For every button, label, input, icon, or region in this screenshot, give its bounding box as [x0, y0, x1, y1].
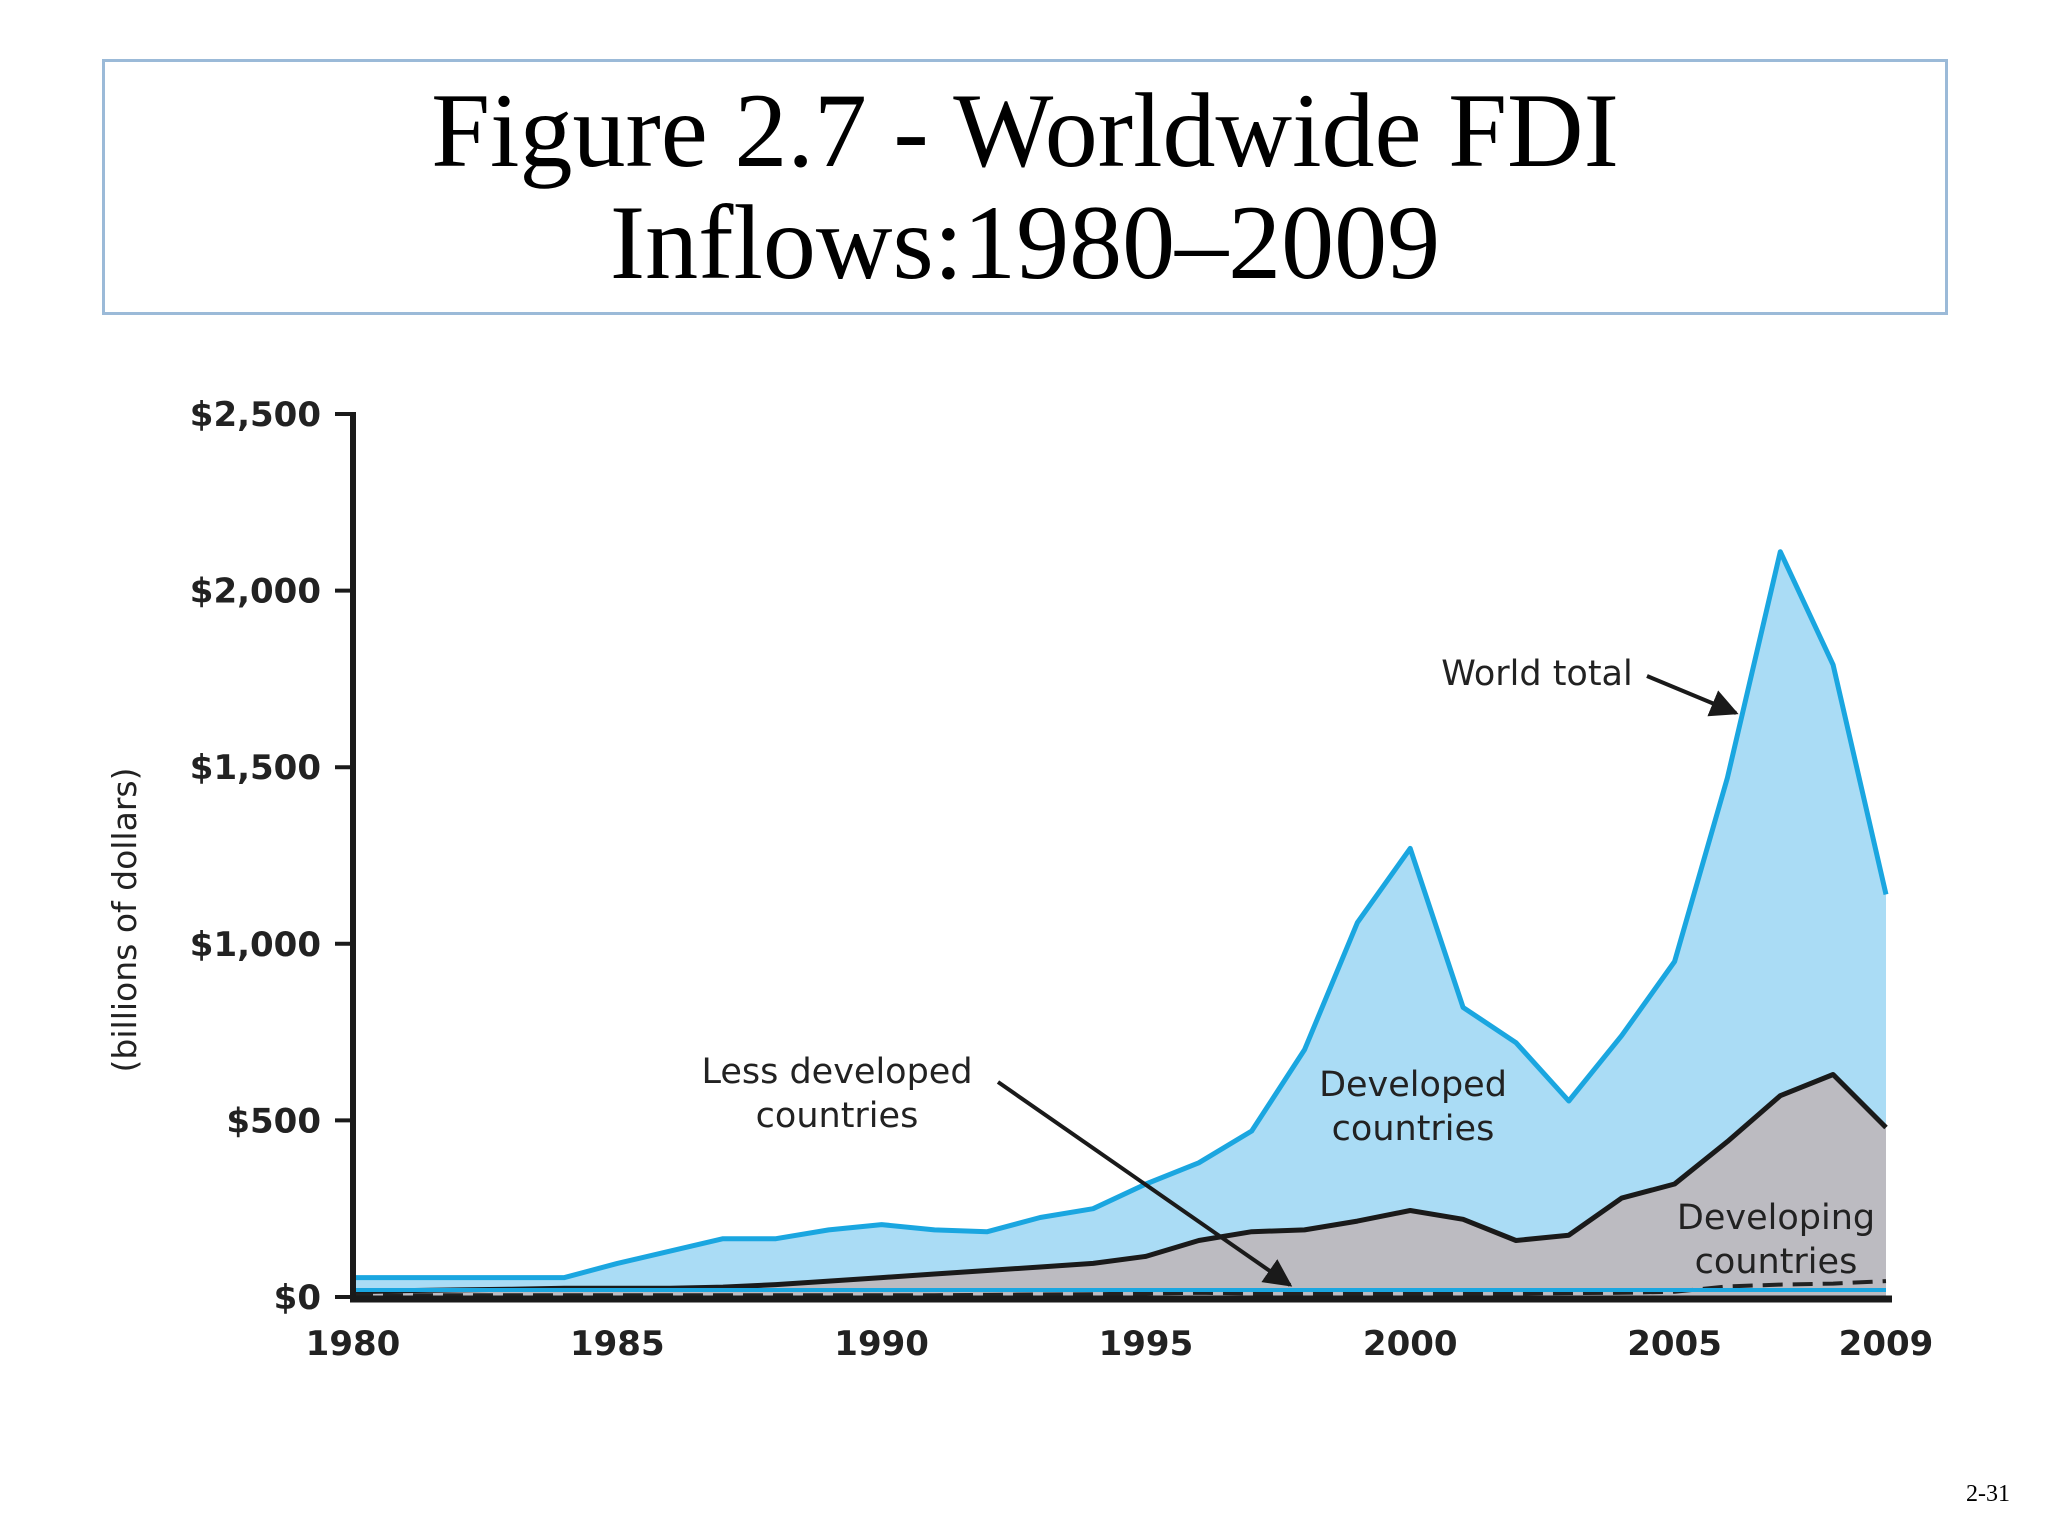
page-number: 2-31	[1966, 1481, 2010, 1507]
y-axis-title: (billions of dollars)	[105, 768, 144, 1073]
developing-countries-area	[353, 1074, 1886, 1297]
title-box: Figure 2.7 - Worldwide FDI Inflows:1980–…	[102, 59, 1948, 315]
y-tick-label: $2,000	[190, 572, 321, 612]
y-tick-label: $1,000	[190, 925, 321, 965]
world-total-line	[353, 549, 1889, 1281]
y-tick-label: $2,500	[190, 395, 321, 435]
annotation-less-developed-countries: Less developed countries	[701, 1052, 972, 1136]
slide-title: Figure 2.7 - Worldwide FDI Inflows:1980–…	[431, 72, 1619, 301]
annotation-developed-countries: Developed countries	[1319, 1065, 1507, 1149]
y-tick-label: $1,500	[190, 748, 321, 788]
less-developed-arrow	[996, 1080, 1293, 1287]
x-tick-label: 1985	[570, 1324, 665, 1364]
annotation-world-total: World total	[1441, 654, 1632, 694]
y-tick-label: $500	[226, 1101, 321, 1141]
x-tick-label: 2000	[1363, 1324, 1458, 1364]
x-tick-label: 2009	[1839, 1324, 1934, 1364]
x-tick-label: 2005	[1627, 1324, 1722, 1364]
less-developed-countries-line	[353, 1279, 1887, 1298]
annotation-developing-countries: Developing countries	[1677, 1198, 1875, 1282]
world-total-area	[353, 551, 1886, 1297]
x-tick-label: 1980	[306, 1324, 401, 1364]
y-tick-label: $0	[274, 1278, 321, 1318]
world-total-arrow	[1646, 674, 1739, 717]
x-tick-label: 1990	[834, 1324, 929, 1364]
x-tick-label: 1995	[1099, 1324, 1194, 1364]
